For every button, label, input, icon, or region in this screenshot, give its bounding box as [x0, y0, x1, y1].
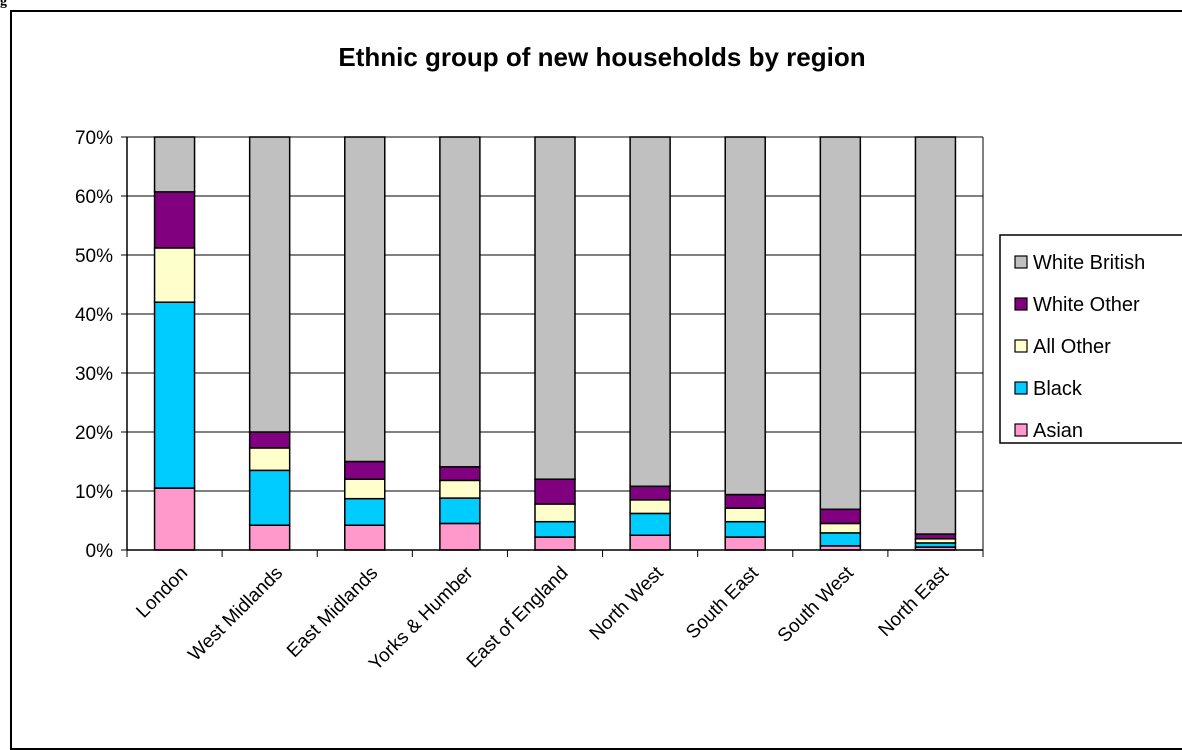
x-tick-label: East Midlands	[283, 563, 382, 662]
bar-segment	[248, 431, 291, 449]
y-tick-labels: 0% 10% 20% 30% 40% 50% 60% 70%	[75, 128, 113, 562]
bar-segment	[534, 503, 576, 523]
axes	[126, 137, 984, 557]
bar-segment	[629, 499, 671, 515]
x-tick-label: London	[132, 563, 192, 623]
y-tick-label: 50%	[75, 246, 113, 267]
legend-box	[999, 234, 1182, 444]
x-tick-label: North East	[875, 562, 954, 641]
bar-segment	[629, 136, 671, 488]
y-tick-label: 0%	[86, 541, 114, 562]
bar-segment	[819, 136, 862, 511]
y-tick-label: 70%	[75, 128, 113, 149]
bar-segment	[248, 447, 291, 472]
bar-segment	[344, 460, 386, 480]
legend-swatch	[1014, 297, 1028, 311]
bar-segment	[629, 534, 671, 551]
bar-segment	[534, 136, 576, 480]
bar-segment	[153, 247, 196, 303]
bar-segment	[914, 136, 957, 535]
chart-title: Ethnic group of new households by region	[338, 42, 865, 72]
bar-segment	[153, 136, 196, 193]
bar-segment	[439, 466, 481, 482]
bar-segment	[439, 522, 481, 551]
bar-segment	[248, 524, 291, 551]
bar-segment	[629, 512, 671, 536]
x-tick-label: West Midlands	[184, 563, 287, 666]
bar-segment	[724, 520, 766, 538]
y-tick-label: 20%	[75, 423, 113, 444]
bar-segment	[534, 536, 576, 551]
bar-segment	[344, 497, 386, 526]
bar-segment	[344, 478, 386, 500]
x-tick-label: South West	[774, 562, 859, 647]
x-tick-label: Yorks & Humber	[365, 562, 478, 675]
corner-mark: g	[0, 0, 7, 9]
bar-segment	[153, 487, 196, 551]
bar-segment	[819, 532, 862, 547]
bars	[153, 136, 957, 551]
bar-segment	[819, 508, 862, 525]
y-tick-label: 60%	[75, 187, 113, 208]
x-tick-label: South East	[682, 562, 763, 643]
x-tick-label: North West	[586, 562, 668, 644]
bar-segment	[439, 136, 481, 468]
bar-segment	[153, 191, 196, 249]
bar-segment	[629, 485, 671, 501]
legend-swatch	[1014, 255, 1028, 269]
bar-segment	[248, 136, 291, 433]
bar-segment	[344, 524, 386, 551]
bar-segment	[724, 136, 766, 496]
bar-segment	[534, 520, 576, 538]
y-tick-label: 10%	[75, 482, 113, 503]
legend-label: Black	[1033, 378, 1083, 400]
bar-segment	[819, 522, 862, 534]
x-tick-label: East of England	[463, 563, 573, 673]
legend: White British White Other All Other Black As…	[999, 234, 1182, 444]
y-tick-label: 40%	[75, 305, 113, 326]
legend-swatch	[1014, 423, 1028, 437]
legend-swatch	[1014, 381, 1028, 395]
bar-segment	[724, 493, 766, 509]
bar-segment	[534, 478, 576, 505]
bar-segment	[344, 136, 386, 463]
legend-label: White Other	[1033, 294, 1140, 316]
bar-segment	[439, 497, 481, 525]
legend-label: Asian	[1033, 420, 1083, 442]
bar-segment	[724, 536, 766, 551]
chart-frame	[10, 10, 1182, 750]
bar-segment	[248, 469, 291, 526]
legend-swatch	[1014, 339, 1028, 353]
legend-label: All Other	[1033, 336, 1111, 358]
bar-segment	[439, 479, 481, 499]
bar-segment	[724, 507, 766, 523]
bar-segment	[153, 301, 196, 489]
legend-label: White British	[1033, 252, 1145, 274]
y-tick-label: 30%	[75, 364, 113, 385]
